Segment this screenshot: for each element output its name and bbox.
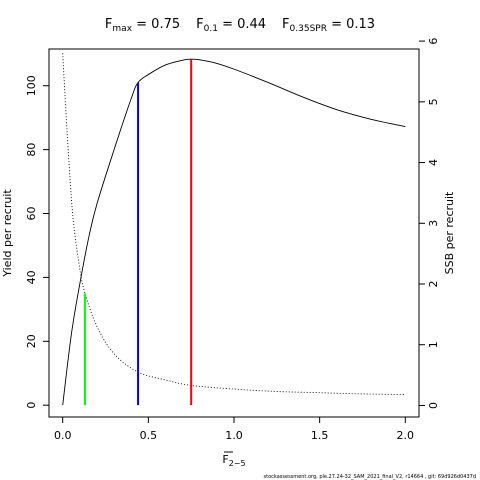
title-value: = 0.75: [132, 17, 180, 32]
curves: [62, 53, 406, 406]
y-right-tick-label: 6: [427, 38, 440, 45]
x-axis-title-subscript: 2−5: [229, 459, 246, 468]
y-right-tick-label: 0: [427, 402, 440, 409]
x-tick-label: 2.0: [397, 429, 415, 442]
title-text: Fmax = 0.75 F0.1 = 0.44 F0.35SPR = 0.13: [105, 17, 375, 34]
y-axis-left-title: Yield per recruit: [1, 189, 14, 278]
x-tick-label: 1.0: [225, 429, 243, 442]
y-axis-left: 0 20 40 60 80 100: [25, 75, 49, 409]
yield-curve: [62, 58, 406, 406]
y-left-tick-label: 100: [25, 75, 38, 96]
title-symbol: F: [282, 17, 289, 32]
y-right-tick-label: 1: [427, 341, 440, 348]
title-symbol: F: [105, 17, 112, 32]
y-left-tick-label: 40: [25, 270, 38, 284]
y-right-tick-label: 2: [427, 281, 440, 288]
y-axis-right-title: SSB per recruit: [443, 191, 456, 274]
ssb-curve: [62, 53, 406, 395]
x-tick-label: 0.0: [54, 429, 72, 442]
y-left-tick-label: 80: [25, 143, 38, 157]
title-subscript: 0.35SPR: [290, 24, 327, 34]
x-axis-title-main: F: [222, 453, 228, 466]
title-subscript: 0.1: [204, 24, 218, 34]
y-right-tick-label: 4: [427, 159, 440, 166]
chart-title: Fmax = 0.75 F0.1 = 0.44 F0.35SPR = 0.13: [105, 17, 375, 34]
y-left-tick-label: 60: [25, 207, 38, 221]
title-value: = 0.44: [218, 17, 266, 32]
footer-text: stockassessment.org, ple.27.24-32_SAM_20…: [264, 474, 476, 480]
y-right-tick-label: 3: [427, 220, 440, 227]
y-left-tick-label: 0: [25, 402, 38, 409]
title-value: = 0.13: [327, 17, 375, 32]
x-tick-label: 1.5: [311, 429, 329, 442]
x-axis: 0.0 0.5 1.0 1.5 2.0: [54, 416, 415, 442]
y-left-tick-label: 20: [25, 334, 38, 348]
x-axis-title: F2−5: [222, 451, 246, 468]
reference-lines: [83, 59, 193, 406]
title-subscript: max: [112, 24, 132, 34]
title-symbol: F: [196, 17, 203, 32]
y-axis-right: 0 1 2 3 4 5 6: [419, 38, 440, 409]
y-right-tick-label: 5: [427, 98, 440, 105]
plot-box: [48, 48, 420, 418]
x-tick-label: 0.5: [140, 429, 158, 442]
x-axis-title-text: F2−5: [222, 453, 245, 468]
